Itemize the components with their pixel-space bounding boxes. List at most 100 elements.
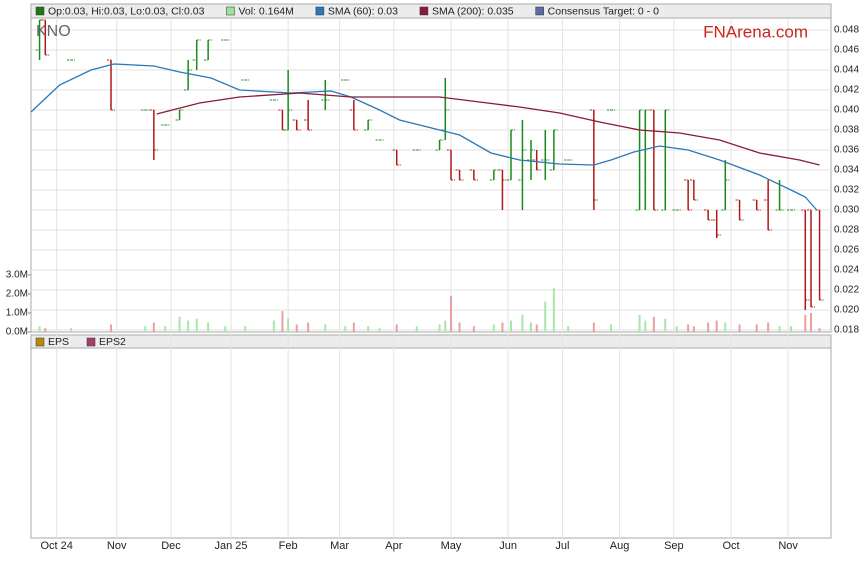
volume-bar [724,322,727,332]
volume-bar [207,322,210,332]
volume-bar [567,326,570,332]
volume-bar [415,326,418,332]
volume-bar [458,322,461,332]
volume-bar [224,326,227,332]
ticker: KNO [36,23,71,40]
volume-bar [790,326,792,332]
y-tick-label: 0.024 [834,265,859,276]
x-tick-label: Jun [499,540,517,552]
legend-label: Op:0.03, Hi:0.03, Lo:0.03, Cl:0.03 [48,5,205,17]
price-panel [30,17,832,333]
volume-bar [818,328,821,332]
volume-bar [755,324,758,332]
volume-bar [324,324,327,332]
volume-bar [610,324,612,332]
x-tick-label: Mar [330,540,349,552]
brand: FNArena.com [703,22,808,41]
volume-bar [472,326,475,332]
legend-label: Vol: 0.164M [238,5,293,17]
volume-bar [287,318,290,332]
y-tick-label: 0.018 [834,325,859,336]
y-tick-label: 0.048 [834,25,859,36]
x-tick-label: Jul [555,540,569,552]
volume-bar [521,314,524,332]
legend-swatch [535,6,544,16]
y-tick-label: 0.032 [834,185,859,196]
x-tick-label: Apr [385,540,402,552]
volume-bar [144,326,147,332]
y-tick-label: 0.034 [834,165,859,176]
legend-label: Consensus Target: 0 - 0 [548,5,659,17]
volume-bar [195,318,198,332]
volume-bar [501,322,504,332]
volume-bar [272,320,275,332]
legend-label: EPS2 [99,336,126,348]
volume-bar [378,328,381,332]
x-tick-label: Feb [279,540,298,552]
volume-bar [444,320,447,332]
volume-bar [804,314,807,332]
volume-bar [352,322,355,332]
volume-bar [295,324,298,332]
volume-bar [675,326,678,332]
x-tick-label: Dec [161,540,181,552]
volume-bar [367,326,370,332]
volume-bar [450,295,452,332]
x-tick-label: Sep [664,540,684,552]
x-tick-label: Oct [722,540,739,552]
y2-tick-label: 3.0M [6,270,28,281]
legend-swatch [35,6,45,16]
volume-bar [70,328,72,332]
volume-bar [738,324,741,332]
volume-bar [178,316,181,332]
legend-swatch [35,337,45,347]
volume-bar [535,324,538,332]
x-tick-label: Jan 25 [214,540,247,552]
legend-swatch [419,6,429,16]
legend-label: EPS [48,336,69,348]
eps-legend-bar [30,334,832,349]
y-tick-label: 0.042 [834,85,859,96]
marks [30,19,824,332]
x-tick-label: Nov [107,540,127,552]
x-tick-label: Aug [610,540,630,552]
y2-tick-label: 2.0M [6,289,28,300]
volume-bar [638,314,641,332]
sma-line [30,63,818,211]
volume-bar [164,326,167,332]
volume-bar [707,322,710,332]
volume-bar [110,324,112,332]
y2-tick-label: 1.0M [6,308,28,319]
legend-swatch [315,6,325,16]
x-tick-label: Oct 24 [41,540,73,552]
volume-bar [664,318,667,332]
y-tick-label: 0.046 [834,45,859,56]
volume-bar [692,326,695,332]
volume-bar [644,320,647,332]
y-tick-label: 0.040 [834,105,859,116]
volume-bar [715,320,718,332]
volume-bar [767,322,770,332]
volume-bar [395,324,398,332]
grid [31,18,831,538]
legend-swatch [86,337,96,347]
y-tick-label: 0.022 [834,285,859,296]
volume-bar [530,322,532,332]
legend-label: SMA (200): 0.035 [432,5,514,17]
volume-bar [152,322,155,332]
volume-bar [544,301,547,332]
volume-bar [592,322,595,332]
volume-bar [492,324,495,332]
y-tick-label: 0.026 [834,245,859,256]
sma-line [156,92,820,166]
volume-bar [44,328,47,332]
y-tick-label: 0.038 [834,125,859,136]
y-tick-label: 0.028 [834,225,859,236]
volume-bar [552,288,555,332]
legend-label: SMA (60): 0.03 [328,5,398,17]
x-tick-label: May [441,540,462,552]
volume-bar [778,326,781,332]
volume-bar [244,326,247,332]
